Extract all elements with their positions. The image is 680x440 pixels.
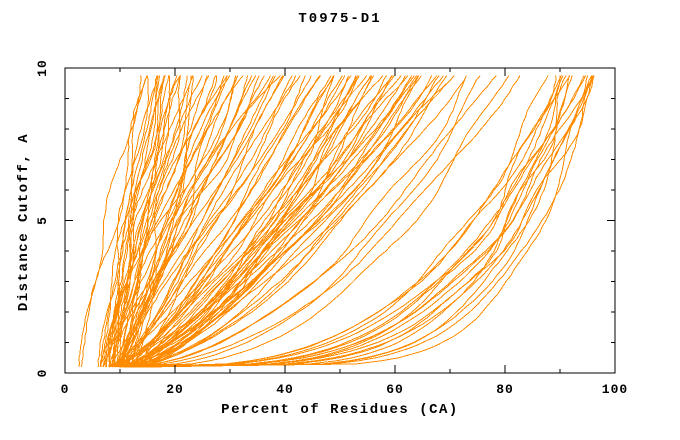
x-axis-label: Percent of Residues (CA)	[221, 402, 459, 418]
curve-line	[117, 75, 208, 367]
x-tick-label: 20	[166, 382, 184, 397]
curve-line	[111, 75, 281, 368]
curve-line	[114, 75, 419, 368]
curve-line	[111, 75, 352, 368]
curve-line	[127, 75, 448, 368]
curve-line	[99, 75, 194, 367]
curve-line	[130, 75, 415, 368]
curve-line	[102, 75, 158, 368]
curve-line	[124, 75, 239, 368]
curve-line	[130, 75, 257, 367]
curve-line	[108, 75, 413, 368]
curve-line	[108, 75, 368, 368]
curve-line	[102, 75, 265, 368]
x-tick-label: 100	[602, 382, 628, 397]
curve-line	[109, 75, 171, 368]
y-tick-label: 0	[35, 369, 50, 378]
x-tick-label: 60	[386, 382, 404, 397]
curve-line	[122, 75, 521, 368]
curve-line	[136, 75, 422, 368]
curve-line	[122, 75, 438, 368]
curve-line	[136, 75, 510, 368]
curve-line	[100, 75, 216, 367]
curve-line	[131, 75, 586, 368]
curve-line	[97, 75, 170, 367]
curve-line	[125, 75, 343, 368]
curve-line	[125, 75, 549, 368]
curve-line	[126, 75, 497, 368]
curve-line	[122, 75, 271, 367]
curve-line	[119, 75, 301, 368]
curve-line	[131, 75, 467, 368]
curve-line	[100, 75, 148, 367]
curve-line	[125, 75, 573, 368]
x-tick-label: 40	[276, 382, 294, 397]
curve-line	[136, 75, 585, 368]
curve-line	[120, 75, 467, 368]
curve-line	[141, 75, 595, 368]
curve-line	[139, 75, 571, 368]
curve-line	[78, 75, 142, 367]
y-tick-label: 5	[35, 216, 50, 225]
curve-line	[139, 75, 593, 368]
curve-line	[108, 75, 210, 368]
curve-line	[130, 75, 306, 368]
curve-line	[128, 75, 564, 368]
model-curves-group	[78, 75, 595, 368]
curve-line	[119, 75, 418, 368]
curve-line	[105, 75, 244, 367]
curve-line	[122, 75, 178, 367]
curve-line	[102, 75, 181, 368]
curve-line	[119, 75, 455, 368]
curve-line	[130, 75, 481, 368]
curve-line	[80, 75, 148, 368]
curve-line	[117, 75, 444, 368]
curve-line	[116, 75, 312, 368]
curve-line	[114, 75, 375, 368]
axis-frame-and-ticks	[64, 67, 616, 374]
y-tick-label: 10	[35, 59, 50, 77]
curve-line	[111, 75, 231, 368]
curve-line	[146, 75, 589, 368]
curve-line	[120, 75, 284, 367]
curve-line	[131, 75, 595, 368]
x-tick-label: 0	[61, 382, 70, 397]
curve-line	[105, 75, 203, 367]
curve-line	[124, 75, 384, 368]
curve-line	[122, 75, 322, 368]
curve-line	[139, 75, 409, 368]
x-tick-label: 80	[496, 382, 514, 397]
chart-title: T0975-D1	[298, 11, 382, 27]
